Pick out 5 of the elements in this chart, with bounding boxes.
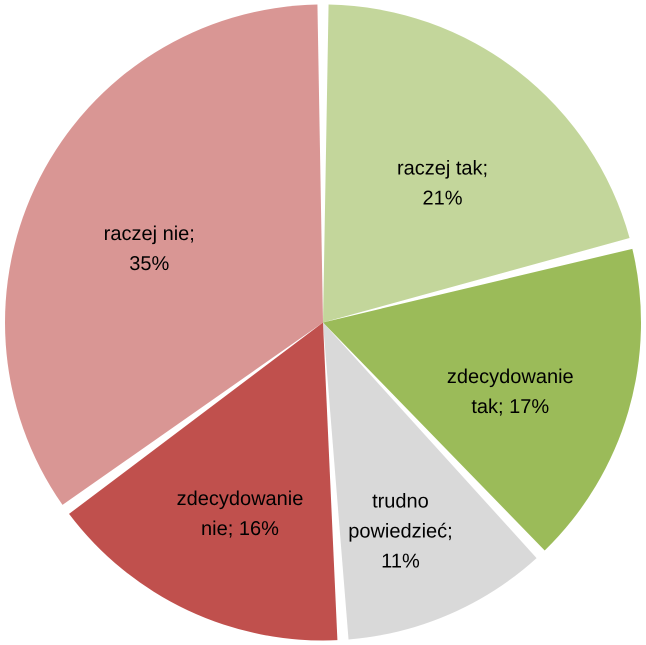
slice-label: raczej nie; 35% bbox=[104, 222, 195, 275]
slice-label: trudno powiedzieć; 11% bbox=[348, 490, 453, 572]
slice-label: zdecydowanie nie; 16% bbox=[176, 488, 304, 540]
slice-label: raczej tak; 21% bbox=[396, 157, 488, 210]
slice-label: zdecydowanie tak; 17% bbox=[446, 366, 574, 418]
